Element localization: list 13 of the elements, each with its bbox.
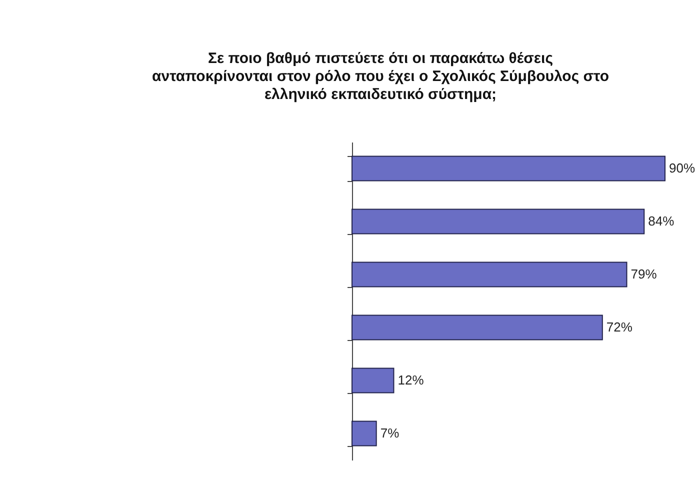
data-label: 12% — [398, 372, 424, 388]
data-label: 72% — [606, 320, 633, 334]
chart-title: Σε ποιο βαθμό πιστεύετε ότι οι παρακάτω θέσεις ανταποκρίνονται στον ρόλο που έχει ο Σχολικός Σύμβουλος στο ελληνικό εκπαιδευτικό σύστημα; — [152, 50, 609, 103]
data-label: 79% — [630, 266, 658, 282]
data-label: 84% — [648, 214, 675, 228]
bar — [352, 420, 377, 446]
bar — [352, 262, 628, 288]
bar — [352, 208, 645, 234]
bar — [352, 156, 666, 182]
data-label: 7% — [380, 426, 400, 440]
bar — [352, 314, 603, 340]
data-label: 90% — [669, 160, 696, 176]
bar — [352, 368, 394, 394]
